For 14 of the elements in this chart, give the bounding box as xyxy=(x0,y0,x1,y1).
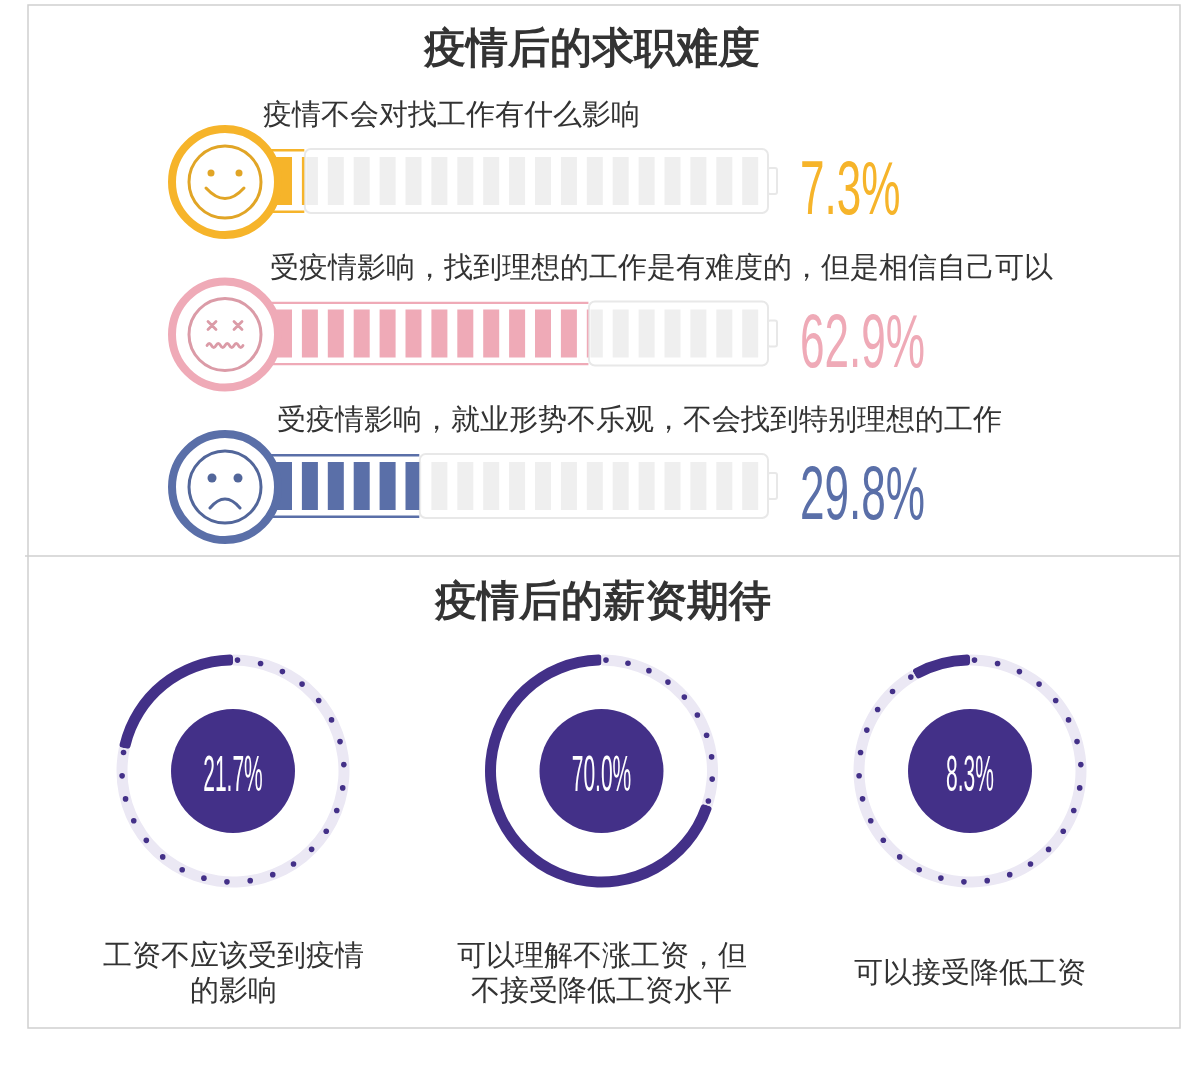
text: 可以接受降低工资 xyxy=(854,956,1086,988)
text: 工资不应该受到疫情的影响 xyxy=(102,938,364,1006)
text: 21.7% xyxy=(203,744,263,802)
data-label: 62.9% xyxy=(800,298,925,383)
y-tick-label: 受疫情影响，就业形势不乐观，不会找到特别理想的工作 xyxy=(277,403,1002,435)
y-tick-label: 疫情不会对找工作有什么影响 xyxy=(263,98,640,130)
data-label: 29.8% xyxy=(800,450,925,536)
text: 8.3% xyxy=(946,744,994,802)
y-tick-label: 受疫情影响，找到理想的工作是有难度的，但是相信自己可以 xyxy=(270,250,1053,283)
data-label: 7.3% xyxy=(800,145,901,231)
text: 疫情后的薪资期待 xyxy=(434,577,771,624)
text: 可以理解不涨工资，但不接受降低工资水平 xyxy=(456,938,747,1006)
chart-title: 疫情后的求职难度 xyxy=(423,24,760,71)
text: 70.0% xyxy=(571,744,632,802)
